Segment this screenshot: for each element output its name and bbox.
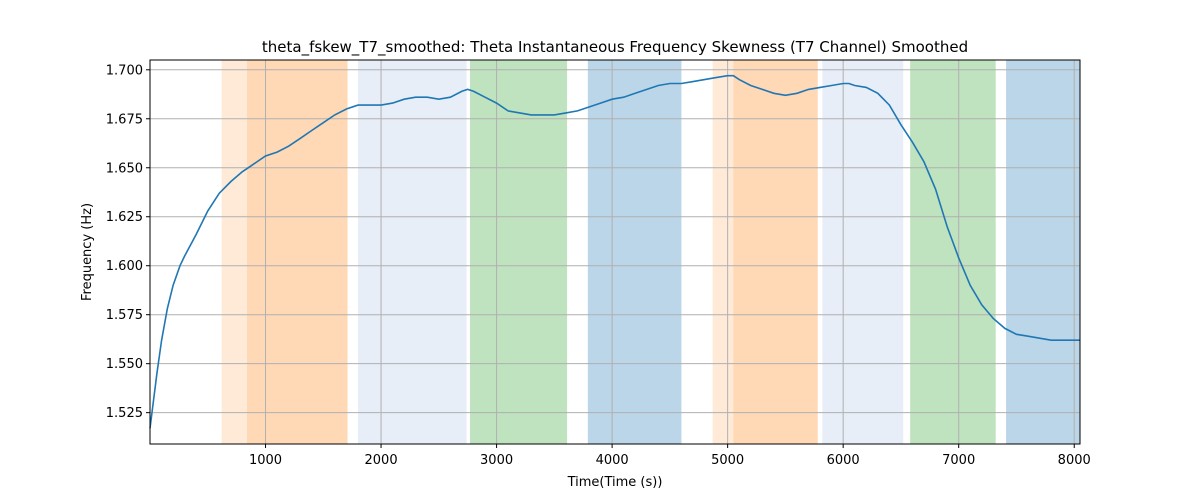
highlight-band-9	[910, 60, 996, 444]
y-axis-label: Frequency (Hz)	[80, 203, 95, 301]
x-tick-label: 2000	[365, 453, 398, 468]
highlight-band-4	[470, 60, 568, 444]
x-tick-label: 4000	[596, 453, 629, 468]
x-tick-label: 1000	[249, 453, 282, 468]
highlight-band-8	[822, 60, 904, 444]
highlight-band-5	[587, 60, 682, 444]
x-tick-label: 5000	[711, 453, 744, 468]
highlight-band-6	[712, 60, 734, 444]
x-axis-ticks: 1000 2000 3000 4000 5000 6000 7000 8000	[249, 444, 1091, 468]
x-tick-label: 7000	[942, 453, 975, 468]
y-tick-label: 1.650	[106, 161, 143, 176]
highlight-bands	[221, 60, 1080, 444]
y-tick-label: 1.675	[106, 112, 143, 127]
y-tick-label: 1.700	[106, 63, 143, 78]
highlight-band-1	[221, 60, 248, 444]
y-tick-label: 1.600	[106, 259, 143, 274]
y-tick-label: 1.550	[106, 357, 143, 372]
highlight-band-3	[357, 60, 467, 444]
grid-lines	[150, 60, 1080, 444]
x-tick-label: 8000	[1058, 453, 1091, 468]
highlight-band-2	[247, 60, 348, 444]
series-line	[149, 74, 1080, 429]
y-axis-ticks: 1.525 1.550 1.575 1.600 1.625 1.650 1.675 1.700	[106, 63, 150, 421]
y-tick-label: 1.625	[106, 210, 143, 225]
x-tick-label: 3000	[480, 453, 513, 468]
chart-title: theta_fskew_T7_smoothed: Theta Instantan…	[262, 38, 968, 57]
y-tick-label: 1.575	[106, 308, 143, 323]
plot-area-frame	[149, 59, 1081, 445]
x-axis-label: Time(Time (s))	[567, 475, 663, 490]
highlight-band-7	[733, 60, 818, 444]
highlight-band-10	[1006, 60, 1080, 444]
y-tick-label: 1.525	[106, 406, 143, 421]
x-tick-label: 6000	[827, 453, 860, 468]
